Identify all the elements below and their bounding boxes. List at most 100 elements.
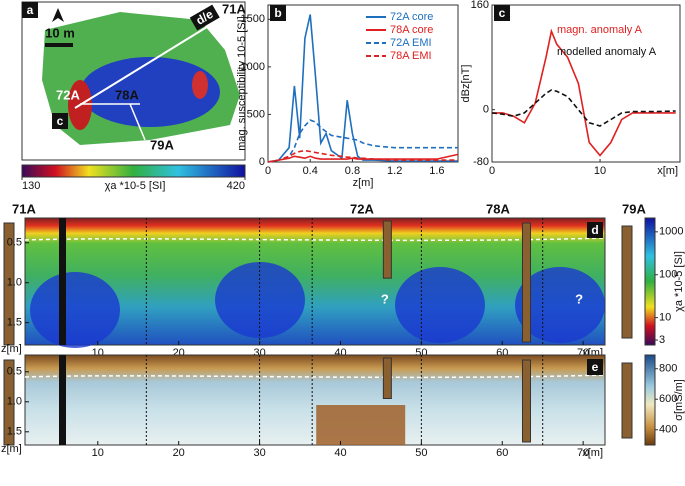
scale-bar bbox=[45, 43, 73, 47]
boundary bbox=[24, 237, 606, 242]
tag-bg bbox=[189, 4, 220, 31]
profile-section bbox=[24, 354, 606, 446]
y-axis-label: dBz[nT] bbox=[460, 65, 472, 103]
y-tick-label: 500 bbox=[247, 108, 265, 120]
legend-label: 78A core bbox=[390, 24, 433, 36]
high-zone bbox=[316, 405, 406, 445]
y-tick-label: 1500 bbox=[241, 13, 265, 25]
x-tick-label: 0 bbox=[489, 165, 495, 177]
colorbar bbox=[21, 164, 246, 178]
y-tick-label: 160 bbox=[471, 0, 489, 11]
annotation: ? bbox=[381, 291, 389, 306]
core-column bbox=[382, 357, 392, 399]
low-zone bbox=[30, 272, 120, 348]
panel-label-bg bbox=[587, 222, 603, 238]
core-column bbox=[3, 359, 15, 446]
x-tick-label: 10 bbox=[594, 165, 606, 177]
series-line bbox=[267, 14, 458, 163]
y-tick-label: 1.0 bbox=[7, 396, 22, 408]
x-axis-label: z[m] bbox=[353, 177, 374, 189]
colorbar-tick-label: 600 bbox=[659, 393, 677, 405]
colorbar bbox=[644, 217, 656, 346]
site-label: 79A bbox=[622, 201, 646, 216]
site-label: 79A bbox=[150, 137, 174, 152]
x-axis-label: x[m] bbox=[657, 165, 678, 177]
core-column bbox=[521, 359, 531, 443]
x-tick-label: 0.8 bbox=[345, 165, 360, 177]
core-column bbox=[621, 362, 633, 439]
colorbar-label: χa *10-5 [SI] bbox=[673, 251, 685, 312]
site-label: 71A bbox=[12, 201, 36, 216]
y-axis-label: z[m] bbox=[1, 343, 22, 355]
series-line bbox=[267, 149, 458, 163]
legend-label: 72A core bbox=[390, 11, 433, 23]
colorbar bbox=[644, 354, 656, 446]
colorbar-tick-label: 3 bbox=[659, 334, 665, 346]
x-axis-label: x[m] bbox=[582, 447, 603, 459]
colorbar-tick-label: 100 bbox=[659, 269, 677, 281]
x-tick-label: 20 bbox=[173, 447, 185, 459]
north-arrow bbox=[52, 8, 64, 22]
panel-label: d bbox=[591, 223, 598, 237]
x-tick-label: 1.6 bbox=[429, 165, 444, 177]
plot-frame bbox=[491, 4, 681, 163]
x-tick-label: 50 bbox=[415, 447, 427, 459]
y-tick-label: 0.5 bbox=[7, 366, 22, 378]
series-line bbox=[491, 89, 676, 127]
panel-label-bg bbox=[494, 5, 510, 21]
panel-label: a bbox=[27, 3, 34, 17]
x-tick-label: 0 bbox=[265, 165, 271, 177]
core-column bbox=[59, 355, 66, 445]
y-tick-label: 0 bbox=[483, 104, 489, 116]
y-tick-label: 1.5 bbox=[7, 426, 22, 438]
x-tick-label: 30 bbox=[253, 447, 265, 459]
panel-label: b bbox=[274, 6, 281, 20]
low-zone bbox=[515, 267, 605, 343]
y-tick-label: 0.5 bbox=[7, 237, 22, 249]
core-column bbox=[521, 222, 531, 343]
colorbar-tick-label: 400 bbox=[659, 424, 677, 436]
panel-label-bg bbox=[270, 5, 286, 21]
series-line bbox=[492, 28, 676, 157]
site-label: 71A bbox=[222, 1, 246, 16]
scale-label: 10 m bbox=[45, 25, 75, 40]
colorbar-tick-label: 10 bbox=[659, 312, 671, 324]
x-tick-label: 0.4 bbox=[303, 165, 318, 177]
annotation: modelled anomaly A bbox=[557, 46, 657, 58]
colorbar-tick-label: 800 bbox=[659, 363, 677, 375]
y-tick-label: 1.0 bbox=[7, 277, 22, 289]
y-axis-label: mag. susceptibility 10-5 [SI] bbox=[236, 16, 248, 151]
y-tick-label: 1000 bbox=[241, 61, 265, 73]
boundary bbox=[24, 374, 606, 379]
y-tick-label: 1.5 bbox=[7, 317, 22, 329]
x-tick-label: 1.2 bbox=[387, 165, 402, 177]
y-tick-label: 0 bbox=[259, 156, 265, 168]
site-label: 72A bbox=[56, 87, 80, 102]
profile-line bbox=[74, 21, 216, 109]
colorbar-tick-label: 130 bbox=[22, 180, 40, 192]
site-label: 78A bbox=[486, 201, 510, 216]
x-tick-label: 60 bbox=[496, 447, 508, 459]
x-tick-label: 40 bbox=[334, 447, 346, 459]
core-column bbox=[3, 222, 15, 346]
map-panel: a 10 m 71A 72A 78A 79A d/e c 130 420 χa … bbox=[21, 1, 246, 192]
panel-label-bg bbox=[22, 2, 38, 18]
profile-line bbox=[129, 103, 146, 141]
panel-label: e bbox=[592, 360, 599, 374]
core-column bbox=[59, 218, 66, 345]
low-zone bbox=[395, 267, 485, 343]
x-tick-label: 10 bbox=[92, 447, 104, 459]
panel-label-bg bbox=[587, 359, 603, 375]
y-axis-label: z[m] bbox=[1, 443, 22, 455]
series-line bbox=[267, 119, 458, 163]
y-tick-label: -80 bbox=[473, 156, 489, 168]
map-anomaly bbox=[192, 71, 208, 99]
legend-label: 72A EMI bbox=[390, 37, 432, 49]
site-label: 78A bbox=[115, 87, 139, 102]
legend-label: 78A EMI bbox=[390, 50, 432, 62]
annotation: magn. anomaly A bbox=[557, 24, 643, 36]
colorbar-label: χa *10-5 [SI] bbox=[105, 180, 166, 192]
panel-label: c bbox=[499, 6, 506, 20]
